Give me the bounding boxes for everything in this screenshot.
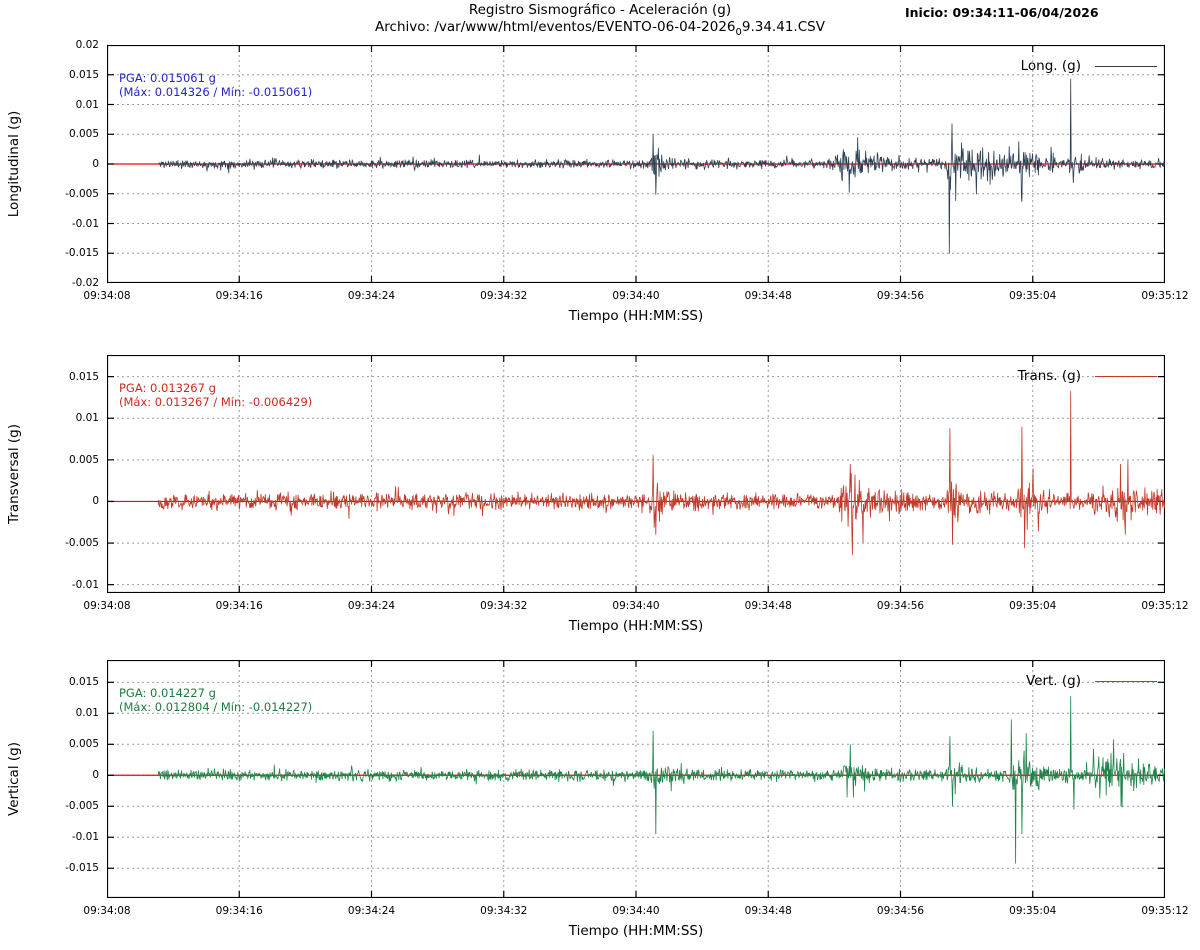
transversal-y-tick-label: 0.015 <box>68 370 99 383</box>
longitudinal-y-axis-title: Longitudinal (g) <box>6 110 22 218</box>
longitudinal-y-tick-label: 0.01 <box>75 98 99 111</box>
transversal-x-tick-label: 09:34:56 <box>876 600 925 612</box>
longitudinal-y-tick-label: -0.02 <box>71 277 99 289</box>
longitudinal-x-tick-label: 09:35:12 <box>1141 290 1189 302</box>
longitudinal-x-tick-label: 09:34:48 <box>744 290 792 302</box>
longitudinal-y-tick-label: 0.005 <box>68 128 99 141</box>
vertical-y-tick-label: 0.005 <box>68 738 99 751</box>
transversal-plot-svg <box>107 355 1165 593</box>
vertical-y-tick-label: -0.01 <box>71 831 99 844</box>
vertical-legend-line-sample <box>1095 680 1157 682</box>
vertical-y-axis-title: Vertical (g) <box>6 742 22 816</box>
transversal-x-tick-label: 09:34:48 <box>744 600 792 612</box>
longitudinal-x-tick-label: 09:35:04 <box>1009 290 1057 302</box>
transversal-trace <box>157 391 1165 556</box>
transversal-y-tick-label: 0.005 <box>68 453 99 466</box>
transversal-legend: Trans. (g) <box>917 368 1157 384</box>
transversal-pga-annotation: PGA: 0.013267 g (Máx: 0.013267 / Mín: -0.… <box>119 381 312 409</box>
transversal-x-axis-title: Tiempo (HH:MM:SS) <box>568 618 704 634</box>
vertical-pga-value: PGA: 0.014227 g <box>119 686 216 700</box>
longitudinal-x-tick-label: 09:34:16 <box>215 290 263 302</box>
longitudinal-x-tick-label: 09:34:40 <box>612 290 660 302</box>
vertical-plot-svg <box>107 660 1165 898</box>
file-path-pre: Archivo: /var/www/html/eventos/EVENTO-06… <box>375 19 736 35</box>
longitudinal-legend-line-sample <box>1095 65 1157 67</box>
transversal-legend-label: Trans. (g) <box>1017 368 1081 384</box>
vertical-x-tick-label: 09:34:24 <box>347 905 396 917</box>
longitudinal-max-min-value: (Máx: 0.014326 / Mín: -0.015061) <box>119 85 313 99</box>
vertical-legend-label: Vert. (g) <box>1025 673 1081 689</box>
transversal-pga-value: PGA: 0.013267 g <box>119 381 216 395</box>
vertical-y-tick-label: -0.015 <box>65 862 99 875</box>
longitudinal-trace <box>157 78 1165 254</box>
vertical-x-tick-label: 09:34:16 <box>215 905 263 917</box>
vertical-x-tick-label: 09:34:48 <box>744 905 792 917</box>
vertical-y-tick-label: 0.015 <box>68 676 99 689</box>
longitudinal-legend: Long. (g) <box>917 58 1157 74</box>
transversal-y-tick-label: 0.01 <box>75 412 99 425</box>
vertical-x-tick-label: 09:35:04 <box>1009 905 1057 917</box>
transversal-x-tick-label: 09:34:24 <box>347 600 396 612</box>
vertical-y-tick-label: 0 <box>92 769 99 782</box>
transversal-x-tick-label: 09:34:40 <box>612 600 660 612</box>
transversal-legend-line-sample <box>1095 375 1157 377</box>
vertical-y-tick-label: -0.005 <box>65 800 99 813</box>
longitudinal-x-tick-label: 09:34:24 <box>347 290 396 302</box>
longitudinal-x-axis-title: Tiempo (HH:MM:SS) <box>568 308 704 324</box>
transversal-x-tick-label: 09:34:16 <box>215 600 263 612</box>
longitudinal-legend-label: Long. (g) <box>1020 58 1081 74</box>
vertical-x-tick-label: 09:34:08 <box>83 905 131 917</box>
longitudinal-y-tick-label: -0.015 <box>65 247 99 260</box>
transversal-x-tick-label: 09:34:08 <box>83 600 131 612</box>
longitudinal-y-tick-label: -0.005 <box>65 187 99 200</box>
file-path-subtitle: Archivo: /var/www/html/eventos/EVENTO-06… <box>0 19 1200 38</box>
page-title: Registro Sismográfico - Aceleración (g) <box>468 2 732 18</box>
vertical-x-tick-label: 09:34:56 <box>876 905 925 917</box>
transversal-y-tick-label: -0.005 <box>65 537 99 550</box>
longitudinal-plot-svg <box>107 45 1165 283</box>
vertical-max-min-value: (Máx: 0.012804 / Mín: -0.014227) <box>119 700 313 714</box>
vertical-pga-annotation: PGA: 0.014227 g (Máx: 0.012804 / Mín: -0.… <box>119 686 312 714</box>
transversal-max-min-value: (Máx: 0.013267 / Mín: -0.006429) <box>119 395 313 409</box>
vertical-legend: Vert. (g) <box>917 673 1157 689</box>
vertical-trace <box>157 695 1165 864</box>
transversal-x-tick-label: 09:34:32 <box>480 600 528 612</box>
transversal-y-tick-label: -0.01 <box>71 578 99 591</box>
longitudinal-pga-value: PGA: 0.015061 g <box>119 71 216 85</box>
transversal-y-axis-title: Transversal (g) <box>6 424 22 524</box>
vertical-x-tick-label: 09:35:12 <box>1141 905 1189 917</box>
file-path-post: 9.34.41.CSV <box>741 19 825 35</box>
longitudinal-y-tick-label: 0.02 <box>75 39 99 51</box>
vertical-y-tick-label: 0.01 <box>75 707 99 720</box>
longitudinal-x-tick-label: 09:34:32 <box>480 290 528 302</box>
longitudinal-y-tick-label: 0 <box>92 158 99 170</box>
transversal-y-tick-label: 0 <box>92 495 99 508</box>
vertical-x-axis-title: Tiempo (HH:MM:SS) <box>568 923 704 939</box>
start-time-label: Inicio: 09:34:11-06/04/2026 <box>905 5 1099 20</box>
file-path-subscript: 0 <box>735 27 742 38</box>
longitudinal-x-tick-label: 09:34:56 <box>876 290 925 302</box>
transversal-x-tick-label: 09:35:04 <box>1009 600 1057 612</box>
longitudinal-y-tick-label: 0.015 <box>68 68 99 81</box>
longitudinal-x-tick-label: 09:34:08 <box>83 290 131 302</box>
vertical-x-tick-label: 09:34:40 <box>612 905 660 917</box>
longitudinal-y-tick-label: -0.01 <box>71 217 99 230</box>
longitudinal-pga-annotation: PGA: 0.015061 g (Máx: 0.014326 / Mín: -0.… <box>119 71 312 99</box>
transversal-x-tick-label: 09:35:12 <box>1141 600 1189 612</box>
vertical-x-tick-label: 09:34:32 <box>480 905 528 917</box>
